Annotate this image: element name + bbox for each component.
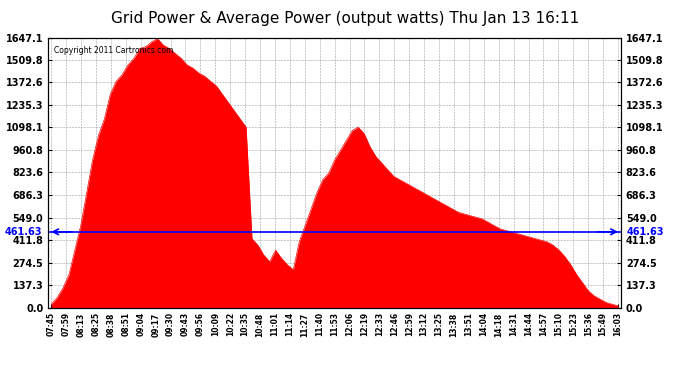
Text: Copyright 2011 Cartronics.com: Copyright 2011 Cartronics.com [54,46,173,55]
Text: Grid Power & Average Power (output watts) Thu Jan 13 16:11: Grid Power & Average Power (output watts… [111,11,579,26]
Text: 461.63: 461.63 [627,227,664,237]
Text: 461.63: 461.63 [5,227,43,237]
